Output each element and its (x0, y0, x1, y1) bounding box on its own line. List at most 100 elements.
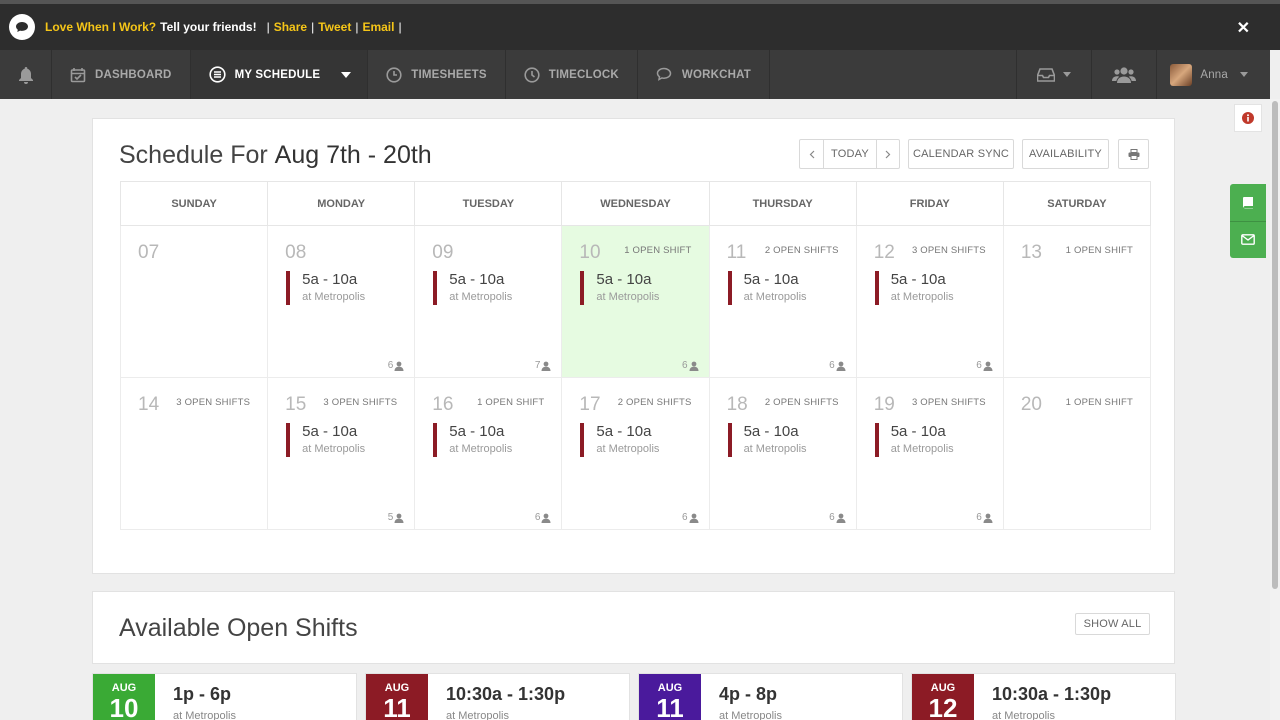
page-scrollbar[interactable] (1270, 99, 1280, 720)
open-shifts-badge[interactable]: 3 OPEN SHIFTS (911, 245, 986, 256)
show-all-button[interactable]: SHOW ALL (1075, 613, 1150, 635)
calendar-day-cell[interactable]: 20 1 OPEN SHIFT (1002, 377, 1152, 530)
share-link[interactable]: Share (273, 20, 308, 34)
tweet-link[interactable]: Tweet (318, 20, 352, 34)
close-icon[interactable]: ✕ (1236, 20, 1250, 37)
day-number: 13 (1020, 242, 1042, 263)
open-shifts-badge[interactable]: 1 OPEN SHIFT (1065, 397, 1133, 408)
calendar-day-cell[interactable]: 16 1 OPEN SHIFT 5a - 10a at Metropolis 6 (414, 377, 563, 530)
shift-location: at Metropolis (992, 710, 1055, 720)
shift-entry[interactable]: 5a - 10a at Metropolis (874, 423, 954, 457)
calendar-day-cell[interactable]: 11 2 OPEN SHIFTS 5a - 10a at Metropolis 6 (708, 225, 857, 378)
shift-location: at Metropolis (173, 710, 236, 720)
shift-entry[interactable]: 5a - 10a at Metropolis (286, 423, 365, 457)
scrollbar-thumb[interactable] (1272, 101, 1278, 589)
book-tab[interactable] (1230, 184, 1266, 222)
calendar-day-cell[interactable]: 18 2 OPEN SHIFTS 5a - 10a at Metropolis 6 (708, 377, 857, 530)
open-shifts-badge[interactable]: 2 OPEN SHIFTS (764, 245, 839, 256)
staff-count: 6 (976, 360, 993, 371)
calendar-day-cell[interactable]: 14 3 OPEN SHIFTS (119, 377, 269, 530)
shift-time: 5a - 10a (449, 423, 505, 440)
calendar-sync-button[interactable]: CALENDAR SYNC (908, 139, 1014, 169)
nav-workchat[interactable]: WORKCHAT (638, 50, 771, 99)
promo-bar: Love When I Work? Tell your friends! | S… (0, 0, 1280, 50)
shift-entry[interactable]: 5a - 10a at Metropolis (727, 423, 807, 457)
promo-separator: | (355, 20, 359, 34)
info-button[interactable] (1234, 104, 1262, 132)
availability-button[interactable]: AVAILABILITY (1022, 139, 1109, 169)
person-icon (836, 361, 846, 371)
calendar-day-cell[interactable]: 09 5a - 10a at Metropolis 7 (414, 225, 563, 378)
next-button[interactable] (876, 139, 900, 169)
inbox-button[interactable] (1016, 50, 1091, 99)
email-link[interactable]: Email (362, 20, 395, 34)
team-button[interactable] (1091, 50, 1156, 99)
open-shift-card[interactable]: AUG 10 1p - 6p at Metropolis (92, 673, 357, 720)
shift-entry[interactable]: 5a - 10a at Metropolis (580, 423, 659, 457)
shift-entry[interactable]: 5a - 10a at Metropolis (580, 271, 659, 305)
shift-location: at Metropolis (596, 443, 660, 455)
shift-location: at Metropolis (743, 291, 807, 303)
calendar-day-cell[interactable]: 12 3 OPEN SHIFTS 5a - 10a at Metropolis 6 (855, 225, 1004, 378)
open-shifts-badge[interactable]: 2 OPEN SHIFTS (617, 397, 692, 408)
nav-workchat-label: WORKCHAT (681, 68, 752, 81)
shift-time: 5a - 10a (302, 271, 358, 288)
today-button[interactable]: TODAY (823, 139, 877, 169)
nav-dashboard[interactable]: DASHBOARD (52, 50, 191, 99)
calendar-day-cell[interactable]: 19 3 OPEN SHIFTS 5a - 10a at Metropolis 6 (855, 377, 1004, 530)
shift-location: at Metropolis (449, 443, 513, 455)
nav-timeclock[interactable]: TIMECLOCK (506, 50, 638, 99)
shift-location: at Metropolis (302, 443, 366, 455)
user-menu[interactable]: Anna (1156, 50, 1270, 99)
shift-entry[interactable]: 5a - 10a at Metropolis (286, 271, 365, 305)
shift-entry[interactable]: 5a - 10a at Metropolis (433, 423, 512, 457)
shift-entry[interactable]: 5a - 10a at Metropolis (727, 271, 807, 305)
nav-timesheets[interactable]: TIMESHEETS (368, 50, 506, 99)
open-shifts-badge[interactable]: 3 OPEN SHIFTS (323, 397, 398, 408)
shift-location: at Metropolis (449, 291, 513, 303)
shift-entry[interactable]: 5a - 10a at Metropolis (874, 271, 954, 305)
shift-date-block: AUG 12 (912, 674, 974, 720)
weekday-header-row: SUNDAY MONDAY TUESDAY WEDNESDAY THURSDAY… (119, 181, 1152, 226)
shift-location: at Metropolis (890, 291, 954, 303)
day-number: 18 (726, 394, 748, 415)
open-shifts-badge[interactable]: 3 OPEN SHIFTS (911, 397, 986, 408)
open-shifts-card: Available Open Shifts SHOW ALL (92, 591, 1175, 664)
calendar-day-cell[interactable]: 08 5a - 10a at Metropolis 6 (267, 225, 416, 378)
staff-count-value: 6 (387, 360, 394, 371)
open-shifts-badge[interactable]: 2 OPEN SHIFTS (764, 397, 839, 408)
notifications-button[interactable] (0, 50, 52, 99)
calendar-day-cell[interactable]: 17 2 OPEN SHIFTS 5a - 10a at Metropolis 6 (561, 377, 710, 530)
envelope-tab[interactable] (1230, 222, 1266, 259)
open-shifts-badge[interactable]: 1 OPEN SHIFT (477, 397, 545, 408)
staff-count: 5 (388, 512, 405, 523)
nav-my-schedule[interactable]: MY SCHEDULE (190, 50, 369, 99)
staff-count-value: 6 (682, 512, 688, 523)
prev-button[interactable] (799, 139, 824, 169)
print-button[interactable] (1118, 139, 1149, 169)
shift-month: AUG (111, 682, 137, 694)
staff-count: 6 (829, 512, 846, 523)
open-shift-card[interactable]: AUG 11 4p - 8p at Metropolis (638, 673, 903, 720)
calendar-day-cell[interactable]: 07 (119, 225, 269, 378)
nav-timesheets-label: TIMESHEETS (411, 68, 487, 81)
weekday-header: THURSDAY (708, 181, 857, 226)
shift-month: AUG (930, 682, 956, 694)
shift-date-block: AUG 11 (639, 674, 701, 720)
shift-location: at Metropolis (743, 443, 807, 455)
open-shifts-badge[interactable]: 1 OPEN SHIFT (624, 245, 692, 256)
open-shift-card[interactable]: AUG 11 10:30a - 1:30p at Metropolis (365, 673, 630, 720)
calendar-day-cell[interactable]: 13 1 OPEN SHIFT (1002, 225, 1152, 378)
shift-time: 5a - 10a (890, 271, 946, 288)
person-icon (983, 513, 993, 523)
inbox-icon (1037, 67, 1056, 82)
person-icon (689, 361, 699, 371)
staff-count: 6 (682, 512, 699, 523)
open-shift-card[interactable]: AUG 12 10:30a - 1:30p at Metropolis (911, 673, 1176, 720)
calendar-day-cell[interactable]: 15 3 OPEN SHIFTS 5a - 10a at Metropolis 5 (267, 377, 416, 530)
open-shifts-badge[interactable]: 1 OPEN SHIFT (1065, 245, 1133, 256)
weekday-header: MONDAY (267, 181, 416, 226)
open-shifts-badge[interactable]: 3 OPEN SHIFTS (176, 397, 251, 408)
shift-entry[interactable]: 5a - 10a at Metropolis (433, 271, 512, 305)
calendar-day-cell[interactable]: 10 1 OPEN SHIFT 5a - 10a at Metropolis 6 (561, 225, 710, 378)
